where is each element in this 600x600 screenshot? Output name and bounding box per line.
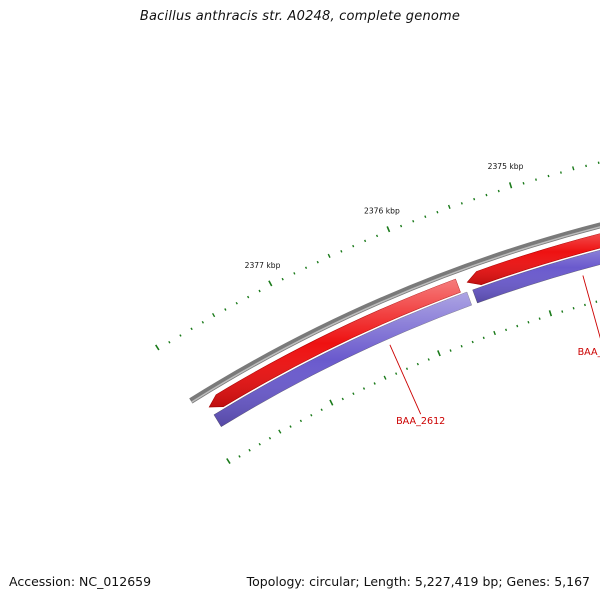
inner-ruler-tick [362, 387, 366, 390]
forward-strand-genes [208, 233, 600, 408]
inner-ruler-tick [505, 328, 508, 332]
inner-ruler-tick [238, 455, 241, 458]
outer-ruler-tick [246, 295, 250, 299]
inner-ruler-tick [341, 397, 344, 401]
outer-ruler-tick [547, 174, 550, 178]
outer-ruler-tick [304, 266, 308, 269]
inner-ruler-tick [268, 436, 272, 440]
outer-ruler-tick [327, 253, 331, 258]
gene-labels: BAA_2604BAA_2602BAA_2603BAA_2605BAA_2606… [396, 347, 600, 427]
label-leader-lines [389, 275, 600, 415]
inner-ruler-tick [258, 442, 261, 446]
genome-summary: Topology: circular; Length: 5,227,419 bp… [246, 574, 590, 589]
inner-ruler-tick [329, 399, 334, 406]
inner-ruler-tick [320, 408, 323, 412]
inner-ruler-tick [538, 317, 541, 320]
outer-ruler-tick [168, 340, 171, 344]
tick-label: 2377 kbp [245, 261, 281, 270]
inner-ruler-tick [493, 330, 496, 336]
outer-ruler-tick [258, 289, 261, 293]
forward-gene-gloss [467, 233, 600, 285]
gene-label-baa-2612: BAA_2612 [396, 416, 445, 427]
inner-ruler-tick [395, 372, 398, 375]
outer-ruler-tick [497, 189, 500, 193]
leader-line [389, 344, 422, 415]
inner-ruler-tick [226, 458, 231, 465]
inner-ruler-tick [437, 350, 441, 357]
outer-ruler-tick [375, 234, 379, 238]
outer-ruler-tick [352, 244, 355, 248]
inner-ruler-tick [516, 324, 519, 328]
backbone-highlight [191, 226, 600, 403]
inner-ruler-tick [595, 300, 598, 303]
inner-ruler-tick [352, 392, 355, 396]
outer-ruler-tick [179, 334, 182, 337]
inner-ruler-tick [471, 340, 474, 344]
outer-ruler-tick [364, 239, 367, 243]
backbone-arc [189, 222, 600, 404]
outer-ruler-tick [597, 161, 600, 164]
reverse-feature-gloss [213, 292, 472, 427]
outer-ruler-tick [268, 280, 273, 287]
outer-ruler-tick [460, 202, 463, 205]
inner-ruler-tick [584, 303, 586, 307]
ruler-tick-labels: 2366 kbp2367 kbp2368 kbp2369 kbp2370 kbp… [245, 162, 524, 270]
inner-ruler-tick [460, 344, 463, 348]
outer-ruler-tick [560, 171, 562, 174]
genome-backbone [189, 222, 600, 404]
inner-ruler-tick [289, 425, 292, 428]
outer-ruler-tick [572, 166, 575, 171]
inner-ruler-tick [527, 320, 530, 324]
outer-ruler-tick [436, 210, 439, 214]
outer-ruler-tick [508, 182, 513, 189]
inner-ruler-tick [299, 419, 303, 423]
outer-ruler-tick [386, 226, 391, 233]
outer-tick-ruler [155, 161, 600, 351]
outer-ruler-tick [522, 181, 525, 185]
outer-ruler-tick [224, 308, 227, 311]
inner-ruler-tick [416, 362, 419, 366]
reverse-feature-gloss [472, 250, 600, 303]
inner-ruler-tick [405, 367, 409, 371]
outer-ruler-tick [316, 260, 319, 264]
outer-ruler-tick [447, 204, 451, 209]
inner-ruler-tick [548, 310, 553, 317]
tick-label: 2376 kbp [364, 206, 400, 215]
inner-ruler-tick [561, 310, 564, 313]
inner-ruler-tick [427, 358, 430, 361]
outer-ruler-tick [424, 215, 427, 218]
outer-ruler-tick [340, 250, 343, 253]
tick-label: 2375 kbp [488, 162, 524, 171]
inner-tick-ruler [226, 300, 598, 465]
outer-ruler-tick [585, 164, 587, 168]
inner-ruler-tick [310, 413, 313, 417]
outer-ruler-tick [485, 193, 488, 197]
outer-ruler-tick [473, 197, 476, 201]
outer-ruler-tick [400, 224, 403, 228]
inner-ruler-tick [278, 429, 282, 434]
inner-ruler-tick [248, 448, 251, 452]
reverse-strand-features [213, 250, 600, 427]
outer-ruler-tick [201, 320, 205, 324]
outer-ruler-tick [535, 178, 537, 181]
inner-ruler-tick [482, 336, 485, 340]
outer-ruler-tick [235, 301, 238, 305]
inner-ruler-tick [449, 349, 452, 352]
outer-ruler-tick [281, 277, 284, 281]
gene-label-baa-2611: BAA_2611 [578, 347, 600, 358]
accession-number: Accession: NC_012659 [9, 574, 152, 589]
inner-ruler-tick [373, 382, 376, 385]
outer-ruler-tick [155, 344, 160, 351]
leader-line [582, 275, 600, 339]
inner-ruler-tick [383, 375, 387, 380]
inner-ruler-tick [572, 307, 575, 310]
outer-ruler-tick [190, 327, 193, 331]
outer-ruler-tick [211, 312, 216, 318]
map-title: Bacillus anthracis str. A0248, complete … [139, 9, 461, 24]
outer-ruler-tick [412, 220, 415, 223]
outer-ruler-tick [293, 272, 296, 275]
forward-gene-gloss [209, 279, 461, 408]
